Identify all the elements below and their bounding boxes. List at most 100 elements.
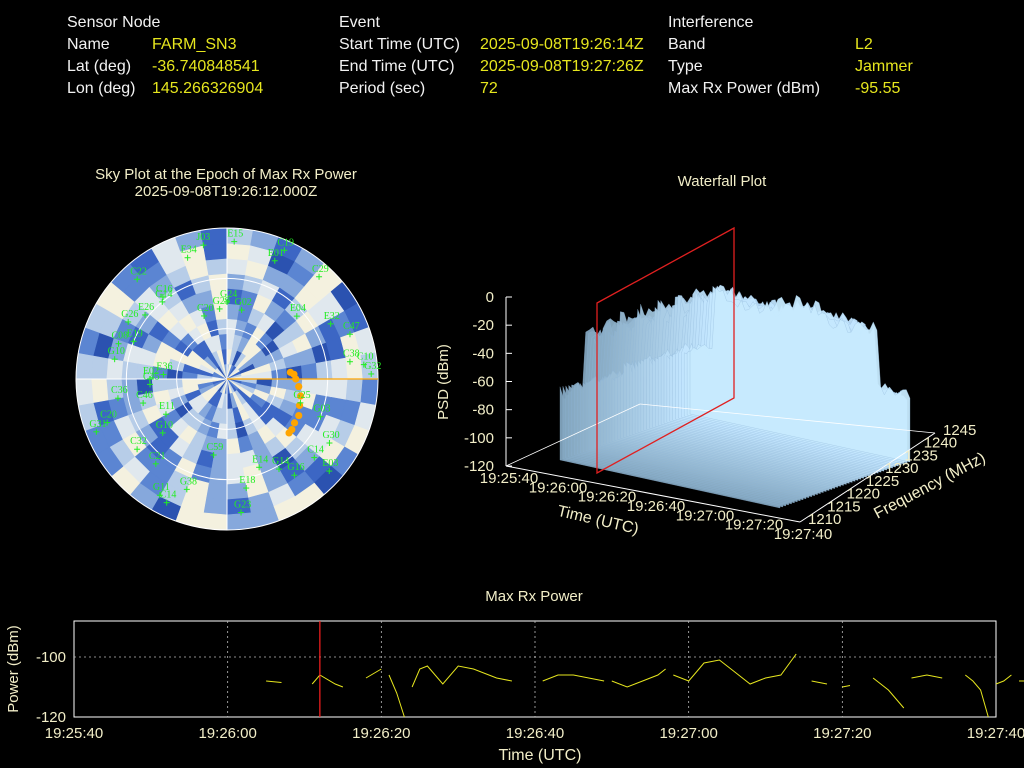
frequency-tick-label: 1230 xyxy=(885,460,918,477)
psd-tick-label: -20 xyxy=(472,317,494,334)
jammer-track-point xyxy=(292,375,300,383)
satellite-label: G23 xyxy=(234,499,251,510)
satellite-label: C14 xyxy=(307,445,324,456)
satellite-label: E32 xyxy=(324,311,340,322)
satellite-label: G14 xyxy=(272,456,289,467)
power-value-tick-label: -100 xyxy=(36,649,66,666)
satellite-label: G24 xyxy=(220,289,237,300)
frequency-axis-line xyxy=(799,432,936,523)
satellite-label: E11 xyxy=(159,401,175,412)
lat-value: -36.740848541 xyxy=(152,58,260,75)
power-series xyxy=(266,621,1024,718)
satellite-label: E04 xyxy=(290,303,306,314)
interference-heading: Interference xyxy=(668,14,754,31)
end-time-value: 2025-09-08T19:27:26Z xyxy=(480,58,644,75)
jammer-track-point xyxy=(290,419,299,427)
time-tick-label: 19:27:40 xyxy=(774,526,832,543)
period-value: 72 xyxy=(480,80,498,97)
waterfall-surface xyxy=(559,284,911,509)
maxpower-title: Max Rx Power xyxy=(485,588,583,605)
event-heading: Event xyxy=(339,14,380,31)
band-label: Band xyxy=(668,36,706,53)
start-time-label: Start Time (UTC) xyxy=(339,36,460,53)
band-value: L2 xyxy=(855,36,873,53)
satellite-label: E26 xyxy=(138,302,154,313)
satellite-label: C47 xyxy=(343,321,360,332)
frequency-tick-label: 1220 xyxy=(847,486,880,503)
satellite-label: G29 xyxy=(213,296,230,307)
jammer-track-point xyxy=(295,382,303,391)
sensor-node-heading: Sensor Node xyxy=(67,14,161,31)
satellite-label: G31 xyxy=(89,419,106,430)
satellite-label: C32 xyxy=(130,436,147,447)
power-line-segment xyxy=(365,668,382,679)
power-line-segment xyxy=(388,674,405,718)
satellite-label: C45 xyxy=(143,371,160,382)
satellite-label: C46 xyxy=(136,390,153,401)
time-tick-label: 19:27:00 xyxy=(676,507,734,524)
jammer-track-point xyxy=(295,411,303,420)
satellite-label: E15 xyxy=(227,229,243,240)
satellite-label: G10 xyxy=(156,420,173,431)
satellite-label: G16 xyxy=(287,462,304,473)
satellite-label: E02 xyxy=(143,366,159,377)
satellite-label: C29 xyxy=(312,264,329,275)
satellite-label: E01 xyxy=(268,248,284,259)
lon-label: Lon (deg) xyxy=(67,80,136,97)
satellite-label: G38 xyxy=(180,476,197,487)
lat-label: Lat (deg) xyxy=(67,58,132,75)
satellite-label: G10 xyxy=(108,346,125,357)
power-ticks: 19:25:40 19:26:00 19:26:20 19:26:40 19:27:00… xyxy=(36,649,1024,742)
period-label: Period (sec) xyxy=(339,80,426,97)
name-label: Name xyxy=(67,36,110,53)
satellite-label: C20 xyxy=(100,410,117,421)
sky-heat-cell xyxy=(200,228,228,246)
jammer-track-point xyxy=(296,392,305,400)
lon-value: 145.266326904 xyxy=(152,80,264,97)
satellite-label: C22 xyxy=(130,266,147,277)
power-line-segment xyxy=(673,653,797,685)
satellite-label: E36 xyxy=(156,362,172,373)
satellite-label: C10 xyxy=(357,352,374,363)
power-grid xyxy=(74,621,996,717)
end-time-label: End Time (UTC) xyxy=(339,58,455,75)
waterfall-title: Waterfall Plot xyxy=(677,173,767,190)
info-header: Sensor Node Name FARM_SN3 Lat (deg) -36.74… xyxy=(0,12,1024,112)
satellite-markers: J03E34E15E01C19C29C22C16G29G24C20G02G14E… xyxy=(89,229,381,516)
satellite-label: C21 xyxy=(149,451,166,462)
jammer-track-point xyxy=(285,429,293,437)
power-time-tick-label: 19:27:00 xyxy=(659,725,717,742)
power-line-segment xyxy=(995,674,1012,685)
time-tick-label: 19:26:20 xyxy=(578,489,636,506)
satellite-label: G14 xyxy=(155,289,172,300)
power-time-tick-label: 19:27:40 xyxy=(967,725,1024,742)
event-time-plane xyxy=(596,226,735,475)
psd-tick-label: -40 xyxy=(472,345,494,362)
type-label: Type xyxy=(668,58,703,75)
jammer-track-point xyxy=(295,401,304,409)
power-line-segment xyxy=(842,685,851,688)
satellite-label: G25 xyxy=(293,390,310,401)
power-line-segment xyxy=(411,665,512,688)
psd-tick-label: -120 xyxy=(464,458,494,475)
skyplot-title: Sky Plot at the Epoch of Max Rx Power xyxy=(95,166,357,183)
time-tick-label: 19:26:00 xyxy=(529,479,587,496)
power-time-tick-label: 19:27:20 xyxy=(813,725,871,742)
power-line-segment xyxy=(266,680,282,683)
satellite-label: E14 xyxy=(252,454,268,465)
power-value-tick-label: -120 xyxy=(36,709,66,726)
satellite-label: C08 xyxy=(111,331,128,342)
satellite-label: C59 xyxy=(207,442,224,453)
type-value: Jammer xyxy=(855,58,913,75)
satellite-label: C14 xyxy=(160,490,177,501)
power-time-tick-label: 19:25:40 xyxy=(45,725,103,742)
max-rx-power-label: Max Rx Power (dBm) xyxy=(668,80,821,97)
frequency-tick-label: 1210 xyxy=(808,511,841,528)
satellite-label: J03 xyxy=(196,232,210,243)
waterfall-zlabel: PSD (dBm) xyxy=(435,344,452,420)
satellite-label: E34 xyxy=(181,245,197,256)
satellite-label: E18 xyxy=(239,475,255,486)
jammer-track xyxy=(227,368,378,437)
frequency-tick-label: 1240 xyxy=(924,435,957,452)
satellite-label: C16 xyxy=(156,284,173,295)
